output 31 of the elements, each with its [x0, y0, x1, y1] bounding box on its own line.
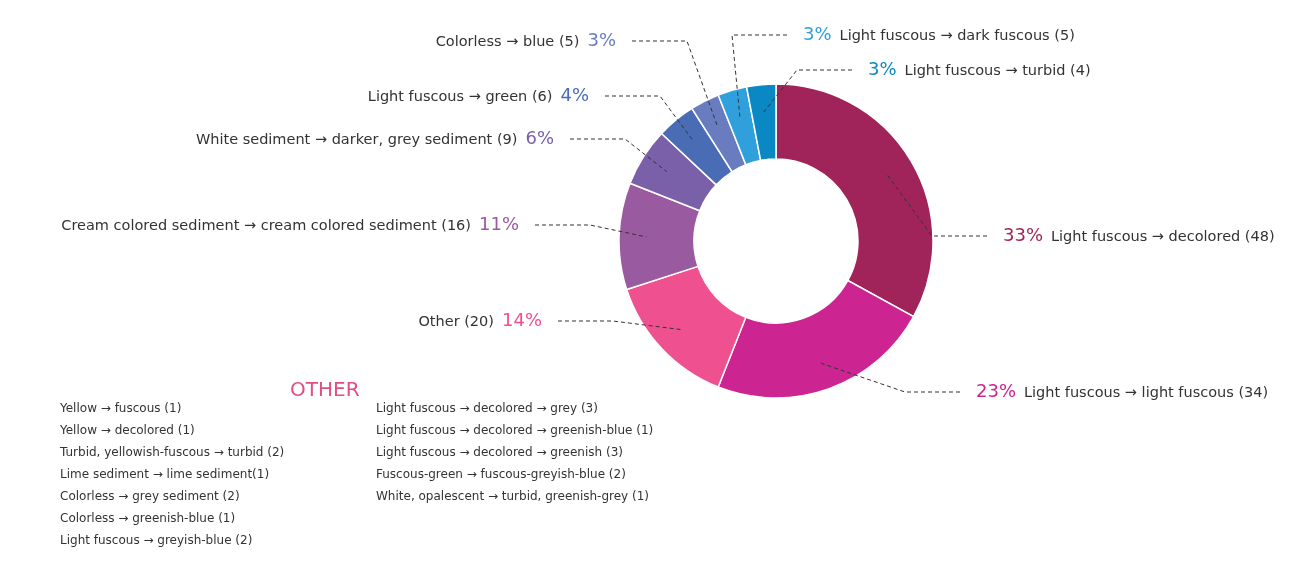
data-label: 33% [1003, 224, 1044, 245]
text: Turbid, yellowish-fuscous → turbid (2) [59, 445, 285, 459]
slice-label: Colorless → blue (5) [435, 33, 580, 49]
data-label: 4% [560, 84, 589, 105]
text: Colorless → grey sediment (2) [60, 489, 240, 503]
data-label: 3% [868, 58, 897, 79]
data-label: 6% [525, 127, 554, 148]
data-label: 11% [478, 213, 519, 234]
slice-label: Light fuscous → turbid (4) [904, 62, 1091, 78]
text: OTHER [290, 377, 360, 401]
text: Light fuscous → decolored → greenish (3) [376, 445, 623, 459]
text: Light fuscous → decolored → grey (3) [376, 401, 598, 415]
text: Lime sediment → lime sediment(1) [60, 467, 270, 481]
slice-label: Cream colored sediment → cream colored sediment (16) [61, 217, 471, 233]
slice-label: Light fuscous → green (6) [367, 88, 553, 104]
slice-label: Other (20) [418, 313, 494, 329]
text: White, opalescent → turbid, greenish-grey (1) [376, 489, 649, 503]
text: Colorless → greenish-blue (1) [60, 511, 236, 525]
slice-label: White sediment → darker, grey sediment (9) [195, 131, 518, 147]
slice-label: Light fuscous → dark fuscous (5) [839, 27, 1075, 43]
text: Light fuscous → decolored → greenish-blue (1) [376, 423, 654, 437]
slice-label: Light fuscous → light fuscous (34) [1024, 384, 1269, 400]
text: Yellow → decolored (1) [59, 423, 195, 437]
data-label: 23% [976, 380, 1017, 401]
data-label: 3% [587, 29, 616, 50]
text: Light fuscous → greyish-blue (2) [60, 533, 253, 547]
slice-label: Light fuscous → decolored (48) [1051, 228, 1275, 244]
data-label: 14% [501, 309, 542, 330]
text: Yellow → fuscous (1) [59, 401, 182, 415]
text: Fuscous-green → fuscous-greyish-blue (2) [376, 467, 626, 481]
data-label: 3% [803, 23, 832, 44]
